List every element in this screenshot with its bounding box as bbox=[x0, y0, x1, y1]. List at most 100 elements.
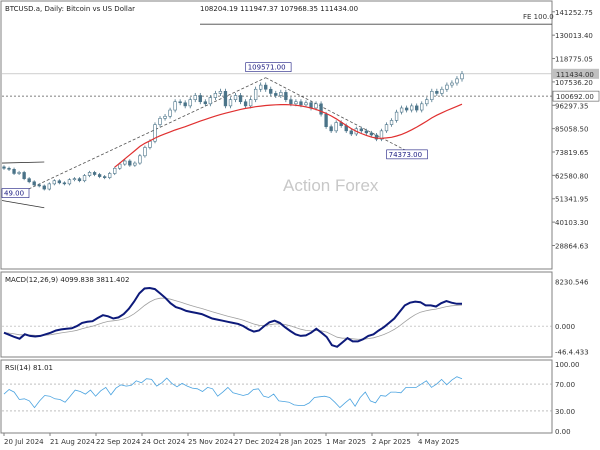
candle-body bbox=[379, 130, 384, 140]
candle-body bbox=[168, 109, 172, 117]
candle-body bbox=[384, 124, 389, 132]
candle-body bbox=[128, 160, 132, 166]
candle-body bbox=[440, 88, 444, 94]
candle-body bbox=[92, 172, 97, 175]
candle-body bbox=[435, 91, 439, 94]
price-annotation-box bbox=[245, 62, 292, 72]
macd-line bbox=[3, 286, 462, 348]
candle-body bbox=[82, 175, 87, 182]
candle-body bbox=[17, 172, 21, 174]
candle-body bbox=[374, 134, 379, 140]
fe-label: FE 100.0 bbox=[523, 13, 554, 21]
candle-body bbox=[72, 178, 77, 181]
price-tick-label: 62580.80 bbox=[555, 172, 588, 180]
candle-body bbox=[198, 95, 202, 103]
rsi-tick-label: 70.00 bbox=[555, 381, 575, 389]
candle-body bbox=[233, 95, 238, 100]
rsi-layer bbox=[2, 376, 552, 412]
candle-body bbox=[410, 105, 414, 111]
price-tick-label: 40103.30 bbox=[555, 219, 588, 227]
watermark: Action Forex bbox=[283, 176, 379, 195]
current-price-label: 111434.00 bbox=[556, 71, 594, 79]
macd-tick-label: 0.000 bbox=[555, 323, 575, 331]
candle-body bbox=[299, 101, 303, 106]
candle-body bbox=[42, 185, 46, 190]
chart-header-symbol: BTCUSD.a, Daily: Bitcoin vs US Dollar bbox=[5, 5, 135, 13]
rsi-tick-label: 100.00 bbox=[555, 361, 580, 369]
candle-body bbox=[389, 120, 394, 125]
x-tick-label: 28 Jan 2025 bbox=[280, 438, 322, 446]
candle-body bbox=[67, 179, 72, 185]
candle-body bbox=[203, 101, 207, 105]
candle-body bbox=[108, 173, 112, 178]
candle-body bbox=[364, 130, 369, 134]
price-tick-label: 51341.95 bbox=[555, 196, 588, 204]
price-layer: 109571.00 74373.00 49.00 bbox=[1, 23, 552, 209]
candle-body bbox=[153, 124, 157, 142]
candle-body bbox=[133, 162, 137, 166]
candle-body bbox=[158, 118, 162, 125]
candle-body bbox=[193, 95, 197, 100]
x-tick-label: 4 May 2025 bbox=[418, 438, 459, 446]
channel-line-upper bbox=[1, 161, 45, 164]
price-tick-label: 28864.63 bbox=[555, 242, 588, 250]
candle-body bbox=[213, 93, 218, 98]
candle-body bbox=[415, 105, 419, 111]
x-tick-label: 2 Apr 2025 bbox=[372, 438, 411, 446]
macd-panel bbox=[0, 271, 553, 358]
price-annotation-label: 49.00 bbox=[4, 190, 24, 198]
price-annotation-box bbox=[1, 188, 30, 198]
candle-body bbox=[450, 82, 454, 86]
x-tick-label: 27 Dec 2024 bbox=[234, 438, 279, 446]
candle-body bbox=[349, 130, 353, 135]
candle-body bbox=[289, 99, 293, 105]
macd-signal-line bbox=[3, 297, 463, 340]
candle-body bbox=[399, 107, 404, 113]
price-annotation-label: 74373.00 bbox=[389, 151, 422, 159]
candle-body bbox=[243, 101, 248, 107]
moving-average-line bbox=[114, 103, 463, 168]
candle-body bbox=[294, 101, 298, 105]
price-annotation-label: 109571.00 bbox=[248, 64, 286, 72]
candle-body bbox=[138, 155, 142, 164]
candle-body bbox=[118, 163, 122, 169]
price-tick-label: 118775.05 bbox=[555, 56, 593, 64]
candle-body bbox=[264, 84, 268, 90]
price-tick-label: 107536.20 bbox=[555, 79, 593, 87]
candle-body bbox=[319, 103, 323, 115]
candle-body bbox=[359, 128, 364, 132]
level-price-box bbox=[552, 90, 600, 102]
candle-body bbox=[102, 176, 107, 178]
candle-body bbox=[259, 84, 263, 90]
level-price-label: 100692.00 bbox=[556, 93, 594, 101]
candle-body bbox=[404, 107, 409, 111]
rsi-panel-frame bbox=[0, 359, 553, 434]
x-tick-label: 21 Aug 2024 bbox=[50, 438, 95, 446]
candle-body bbox=[455, 78, 459, 84]
candle-body bbox=[37, 184, 41, 187]
rsi-title: RSI(14) 81.01 bbox=[5, 364, 53, 372]
candle-body bbox=[47, 183, 51, 190]
candle-body bbox=[208, 97, 213, 105]
candle-body bbox=[228, 99, 233, 107]
x-tick-label: 25 Nov 2024 bbox=[188, 438, 233, 446]
candle-body bbox=[284, 92, 288, 100]
candle-body bbox=[12, 169, 16, 174]
candle-body bbox=[163, 115, 167, 119]
candle-body bbox=[62, 182, 67, 185]
candle-body bbox=[460, 73, 464, 80]
candle-body bbox=[420, 103, 424, 111]
candle-body bbox=[329, 126, 333, 132]
candle-body bbox=[22, 172, 26, 179]
candle-body bbox=[425, 99, 429, 105]
candle-body bbox=[77, 178, 82, 182]
candle-body bbox=[394, 111, 399, 121]
candle-body bbox=[218, 91, 223, 94]
candle-body bbox=[445, 84, 449, 90]
candle-body bbox=[314, 103, 318, 109]
candle-body bbox=[430, 91, 434, 100]
candle-body bbox=[279, 92, 283, 96]
candle-body bbox=[173, 101, 177, 111]
price-tick-label: 85058.50 bbox=[555, 126, 588, 134]
x-tick-label: 22 Sep 2024 bbox=[96, 438, 141, 446]
